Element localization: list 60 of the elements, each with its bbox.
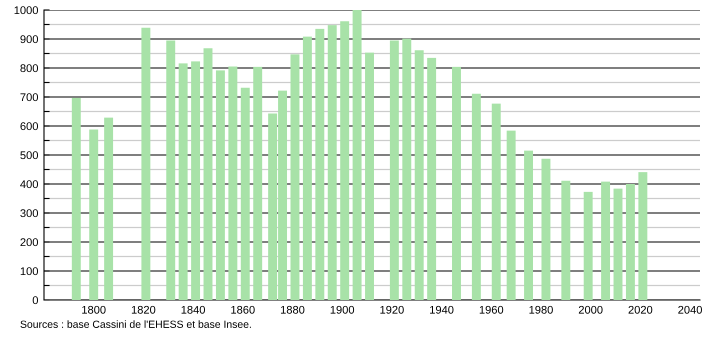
bar — [72, 98, 81, 300]
bar — [290, 54, 300, 300]
x-tick-label: 2020 — [628, 306, 652, 314]
x-tick-label: 1960 — [480, 306, 504, 314]
bar — [302, 36, 312, 300]
bar — [178, 63, 188, 300]
bar — [191, 61, 200, 300]
bar — [472, 94, 481, 300]
bar — [228, 66, 238, 300]
x-tick-label: 1800 — [82, 306, 106, 314]
bar — [561, 180, 570, 300]
x-tick-label: 1880 — [280, 306, 304, 314]
bar — [492, 104, 501, 300]
bar — [614, 188, 622, 300]
bar — [365, 52, 374, 300]
source-note: Sources : base Cassini de l'EHESS et base Insee. — [20, 320, 251, 328]
bar — [315, 28, 324, 300]
bar — [402, 38, 412, 300]
bar — [89, 129, 98, 300]
x-tick-label: 2040 — [678, 306, 702, 314]
y-tick-label: 100 — [20, 267, 38, 276]
bar — [626, 184, 635, 300]
y-tick-label: 500 — [20, 151, 38, 160]
bar — [104, 118, 114, 300]
bar — [240, 88, 250, 300]
y-tick-label: 200 — [20, 238, 38, 246]
bar — [328, 25, 337, 300]
bar — [390, 40, 399, 300]
x-tick-label: 1840 — [182, 306, 206, 314]
bar — [166, 40, 176, 300]
bar — [524, 150, 534, 300]
y-tick-label: 0 — [32, 296, 38, 304]
bar — [253, 66, 262, 300]
x-tick-label: 1860 — [231, 306, 255, 314]
y-tick-label: 900 — [20, 35, 38, 44]
y-tick-label: 1000 — [14, 6, 38, 14]
bar — [141, 28, 150, 300]
y-tick-label: 700 — [20, 93, 38, 102]
bar — [414, 50, 424, 300]
bar — [352, 10, 362, 300]
bar — [584, 192, 593, 300]
bar — [638, 172, 648, 300]
x-tick-label: 1900 — [330, 306, 354, 314]
bar — [204, 48, 212, 300]
y-tick-label: 600 — [20, 122, 38, 130]
bar — [340, 21, 350, 300]
y-tick-label: 800 — [20, 64, 38, 72]
y-tick-label: 400 — [20, 180, 38, 188]
bar — [216, 70, 225, 300]
x-tick-label: 1920 — [380, 306, 404, 314]
bar — [427, 58, 436, 300]
x-tick-label: 1820 — [132, 306, 156, 314]
x-tick-label: 2000 — [578, 306, 603, 314]
bar — [541, 158, 550, 300]
x-tick-label: 1940 — [430, 306, 454, 314]
y-tick-label: 300 — [20, 209, 38, 218]
bar — [601, 182, 610, 300]
bar — [452, 66, 461, 300]
x-tick-label: 1980 — [529, 306, 553, 314]
bar — [506, 130, 516, 300]
